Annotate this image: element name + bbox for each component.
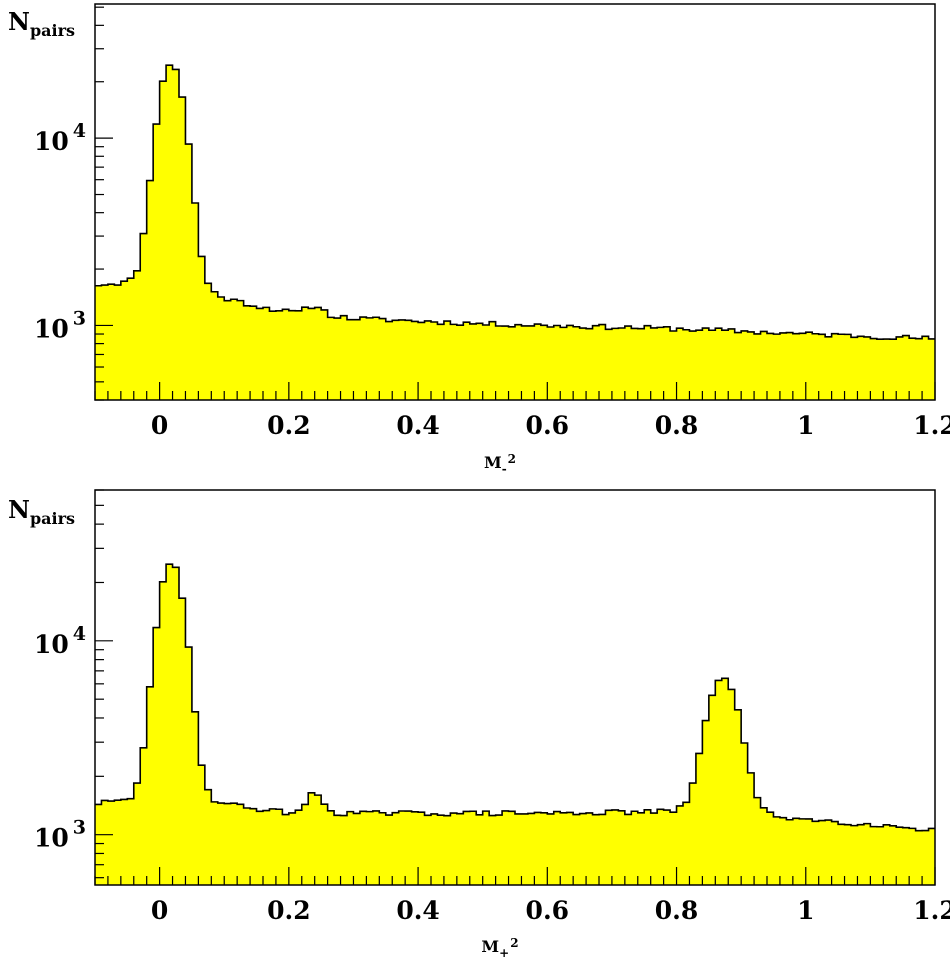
x-tick-label: 1.2 bbox=[913, 896, 950, 925]
x-tick-label: 0.4 bbox=[396, 411, 440, 440]
y-tick-label: 10 4 bbox=[34, 120, 86, 156]
histogram-panel-1: 0 0.2 0.4 0.6 0.8 1 1.2 10 3 10 4 Npairs M-2 bbox=[8, 3, 950, 476]
y-axis-label: Npairs bbox=[8, 7, 75, 40]
x-tick-label: 1.2 bbox=[913, 411, 950, 440]
histogram-fill bbox=[95, 65, 935, 401]
x-tick-label: 0.6 bbox=[526, 411, 570, 440]
x-axis-label: M+2 bbox=[481, 936, 518, 960]
y-axis-ticks bbox=[95, 6, 113, 401]
x-tick-label: 0.8 bbox=[655, 411, 699, 440]
x-axis-ticks bbox=[94, 867, 936, 885]
y-axis-label: Npairs bbox=[8, 495, 75, 528]
x-tick-label: 0.2 bbox=[267, 411, 311, 440]
x-axis-ticks bbox=[94, 382, 936, 400]
x-tick-label: 0.4 bbox=[396, 896, 440, 925]
y-axis-ticks bbox=[95, 489, 113, 879]
x-tick-label: 1 bbox=[797, 411, 814, 440]
plot-frame bbox=[94, 3, 936, 401]
y-tick-label: 10 3 bbox=[34, 817, 86, 853]
y-tick-label: 10 3 bbox=[34, 307, 86, 343]
histogram-panel-2: 0 0.2 0.4 0.6 0.8 1 1.2 10 3 10 4 Npairs M+2 bbox=[8, 489, 950, 960]
histogram-outline bbox=[95, 563, 935, 832]
histogram-fill bbox=[95, 564, 935, 885]
plot-frame bbox=[94, 489, 936, 886]
x-axis-label: M-2 bbox=[484, 452, 516, 476]
y-tick-label: 10 4 bbox=[34, 623, 86, 659]
x-tick-label: 0.6 bbox=[526, 896, 570, 925]
x-tick-label: 0.8 bbox=[655, 896, 699, 925]
x-tick-label: 0 bbox=[151, 411, 168, 440]
x-tick-label: 0.2 bbox=[267, 896, 311, 925]
histogram-outline bbox=[95, 64, 935, 340]
x-tick-label: 0 bbox=[151, 896, 168, 925]
x-tick-label: 1 bbox=[797, 896, 814, 925]
